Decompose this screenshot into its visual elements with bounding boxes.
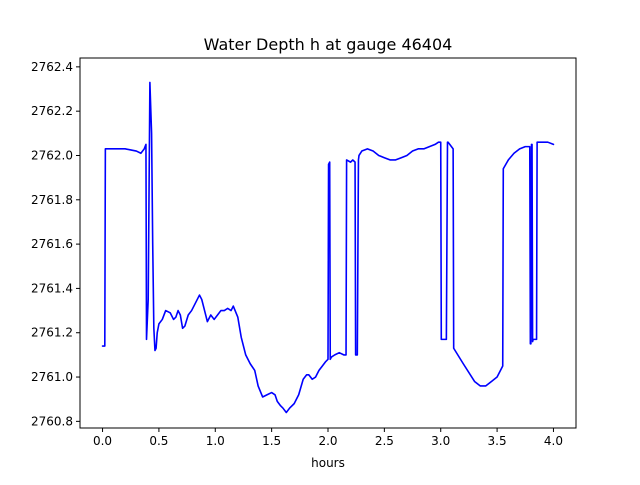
x-tick-label: 4.0: [544, 434, 563, 448]
x-axis-label: hours: [311, 456, 345, 470]
x-tick-label: 0.0: [93, 434, 112, 448]
x-tick-label: 3.5: [488, 434, 507, 448]
y-tick-label: 2761.6: [31, 237, 73, 251]
x-tick-label: 2.5: [375, 434, 394, 448]
x-tick-label: 1.5: [262, 434, 281, 448]
axis-ticks: 0.0 0.5 1.0 1.5 2.0 2.5 3.0 3.5 4.0 2760.8 2761.0 2…: [31, 60, 563, 448]
y-tick-label: 2760.8: [31, 414, 73, 428]
y-tick-label: 2761.2: [31, 326, 73, 340]
y-tick-label: 2762.2: [31, 104, 73, 118]
y-tick-label: 2761.8: [31, 193, 73, 207]
axes-frame: [79, 57, 577, 429]
y-tick-label: 2762.4: [31, 60, 73, 74]
chart-title: Water Depth h at gauge 46404: [204, 35, 453, 54]
y-tick-label: 2761.0: [31, 370, 73, 384]
x-tick-label: 0.5: [149, 434, 168, 448]
y-tick-label: 2762.0: [31, 148, 73, 162]
plot-area: [101, 81, 555, 414]
x-tick-label: 3.0: [431, 434, 450, 448]
x-tick-label: 2.0: [318, 434, 337, 448]
x-tick-label: 1.0: [206, 434, 225, 448]
series-line-0: [101, 81, 555, 414]
y-tick-label: 2761.4: [31, 281, 73, 295]
